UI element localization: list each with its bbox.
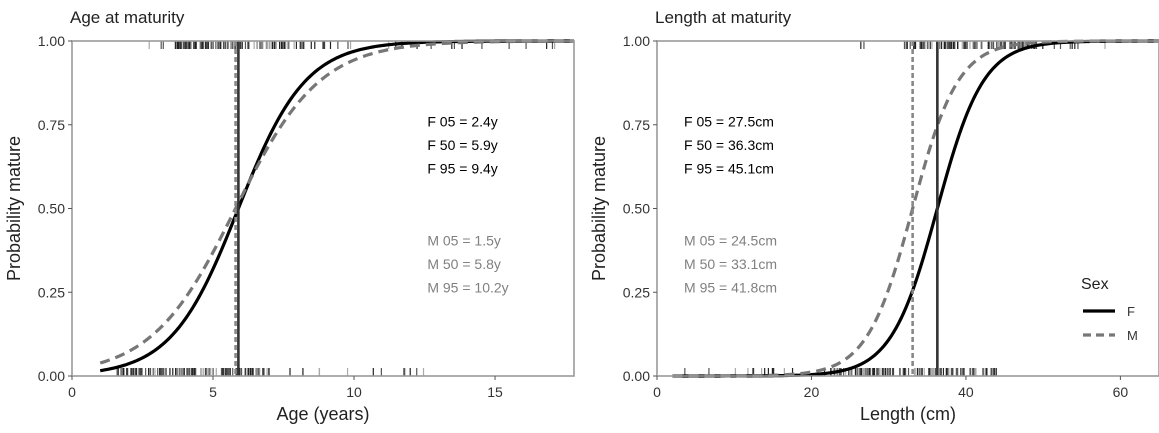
annotation-label: F 05 = 27.5cm (684, 113, 774, 129)
curve-M (672, 39, 1159, 378)
x-tick-label: 60 (1113, 384, 1129, 400)
y-axis-label: Probability mature (4, 136, 24, 281)
annotation-label: M 05 = 1.5y (427, 232, 501, 248)
plot-frame (71, 40, 575, 377)
panel-length: Length at maturity Length (cm) Probability… (589, 8, 1159, 424)
y-axis-label: Probability mature (589, 136, 609, 281)
chart-title: Length at maturity (655, 8, 792, 27)
rug-bottom-group (116, 368, 425, 376)
annotation-label: M 95 = 10.2y (427, 279, 508, 295)
plot-frame (656, 40, 1159, 377)
curve-F (672, 39, 1159, 378)
annotation-label: M 05 = 24.5cm (684, 232, 777, 248)
x-tick-label: 0 (68, 384, 76, 400)
x-tick-label: 40 (958, 384, 974, 400)
x-tick-label: 15 (487, 384, 503, 400)
rug-bottom-group (684, 368, 997, 376)
legend: Sex FM (1081, 276, 1138, 343)
x-tick-label: 20 (804, 384, 820, 400)
annotation-label: F 50 = 5.9y (427, 137, 497, 153)
legend-title: Sex (1081, 276, 1109, 293)
x-tick-label: 10 (346, 384, 362, 400)
y-tick-label: 0.25 (623, 284, 650, 300)
annotation-label: M 95 = 41.8cm (684, 279, 777, 295)
y-tick-label: 0.00 (38, 368, 65, 384)
x-axis-label: Age (years) (276, 404, 369, 424)
annotation-label: F 05 = 2.4y (427, 113, 497, 129)
y-tick-label: 1.00 (38, 33, 65, 49)
x-axis-label: Length (cm) (860, 404, 956, 424)
y-tick-label: 0.50 (623, 201, 650, 217)
chart-title: Age at maturity (70, 8, 185, 27)
rug-top-group (148, 41, 556, 49)
annotation-label: M 50 = 33.1cm (684, 256, 777, 272)
x-tick-label: 0 (653, 384, 661, 400)
x-tick-label: 5 (209, 384, 217, 400)
legend-label-F: F (1127, 304, 1135, 319)
y-tick-label: 1.00 (623, 33, 650, 49)
panel-age: Age at maturity Age (years) Probability ma… (4, 8, 575, 424)
annotation-label: F 95 = 9.4y (427, 160, 497, 176)
annotation-label: M 50 = 5.8y (427, 256, 501, 272)
annotation-label: F 50 = 36.3cm (684, 137, 774, 153)
y-tick-label: 0.50 (38, 201, 65, 217)
curve-F (99, 39, 574, 373)
curve-M (99, 39, 575, 365)
annotation-label: F 95 = 45.1cm (684, 160, 774, 176)
y-tick-label: 0.75 (38, 117, 65, 133)
y-tick-label: 0.25 (38, 284, 65, 300)
legend-label-M: M (1127, 328, 1138, 343)
y-tick-label: 0.75 (623, 117, 650, 133)
y-tick-label: 0.00 (623, 368, 650, 384)
